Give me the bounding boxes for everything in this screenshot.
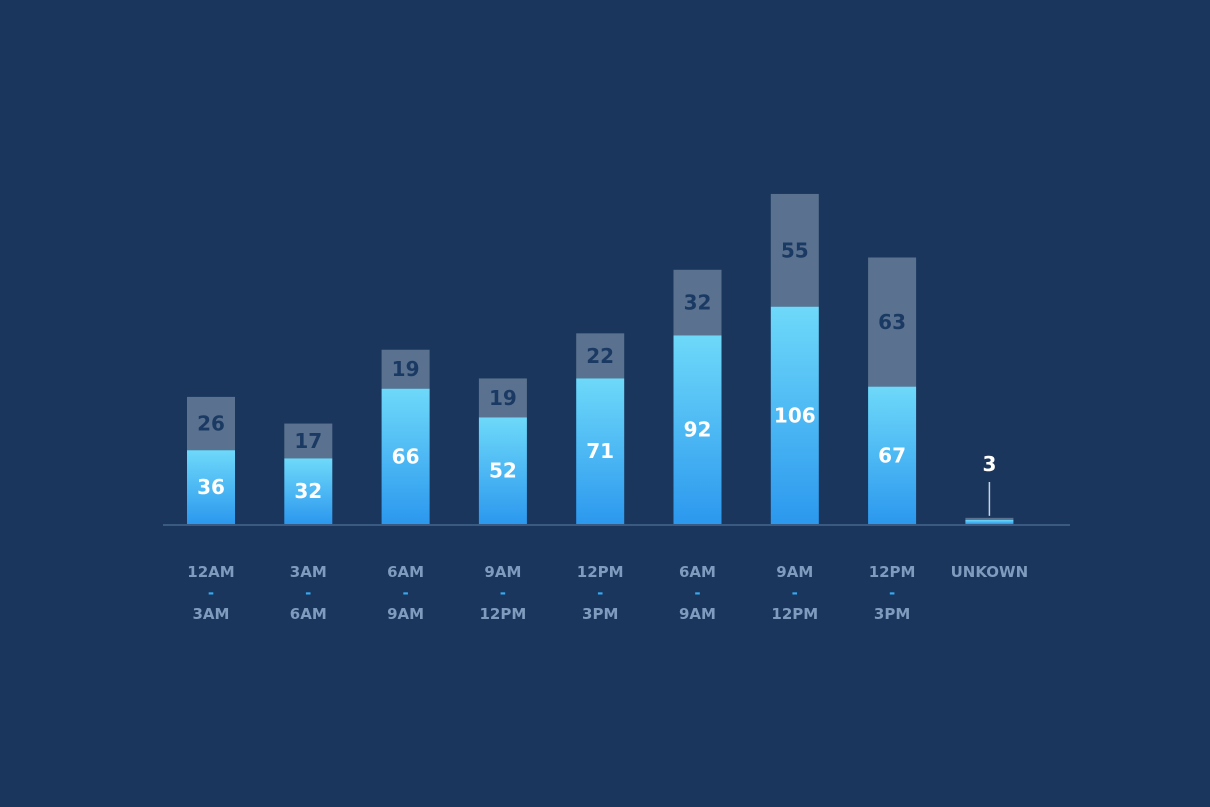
bar-value-label-bottom: 106: [774, 403, 816, 427]
bar-value-label-top: 19: [489, 386, 517, 410]
bar-value-label-top: 22: [586, 344, 614, 368]
bar-segment-top: [381, 349, 430, 389]
x-tick-label: 9AM: [387, 605, 424, 623]
bar-segment-bottom: [381, 388, 430, 524]
x-tick-label: UNKOWN: [951, 563, 1029, 581]
bar-value-label-bottom: 67: [878, 443, 906, 467]
x-tick-label: 6AM: [679, 563, 716, 581]
bar-segment-bottom: [673, 335, 722, 524]
bar-value-label-bottom: 36: [197, 475, 225, 499]
bar-value-label-top: 63: [878, 310, 906, 334]
x-tick-label: 12PM: [869, 563, 916, 581]
x-tick-label: 3AM: [193, 605, 230, 623]
bar-value-label-top: 26: [197, 412, 225, 436]
x-tick-separator: -: [694, 584, 700, 602]
bar-value-label-top: 55: [781, 238, 809, 262]
x-tick-label: 3PM: [582, 605, 618, 623]
bar-value-label-bottom: 71: [586, 439, 614, 463]
bar-segment-top: [770, 193, 819, 307]
bar-segment-bottom: [478, 417, 527, 524]
x-tick-separator: -: [305, 584, 311, 602]
bar-segment-top: [576, 333, 625, 379]
x-tick-label: 12PM: [480, 605, 527, 623]
bar-segment-bottom: [868, 386, 917, 524]
x-tick-separator: -: [792, 584, 798, 602]
bar-segment-bottom: [770, 306, 819, 524]
bar-value-label-top: 19: [392, 357, 420, 381]
bar-segment-bottom: [965, 519, 1014, 524]
bar-value-label-top: 17: [294, 429, 322, 453]
bar-segment-bottom: [576, 378, 625, 524]
x-tick-label: 9AM: [484, 563, 521, 581]
bar-segment-top: [673, 269, 722, 336]
x-tick-separator: -: [597, 584, 603, 602]
x-tick-separator: -: [402, 584, 408, 602]
bar-segment-bottom: [284, 458, 333, 524]
x-tick-label: 9AM: [679, 605, 716, 623]
x-tick-separator: -: [208, 584, 214, 602]
bar-value-label-bottom: 52: [489, 459, 517, 483]
x-tick-label: 12PM: [577, 563, 624, 581]
bar-total-label: 3: [982, 452, 996, 476]
x-tick-label: 9AM: [776, 563, 813, 581]
x-tick-label: 3AM: [290, 563, 327, 581]
bar-value-label-bottom: 92: [684, 418, 712, 442]
x-tick-label: 6AM: [290, 605, 327, 623]
bar-segment-top: [868, 257, 917, 387]
bar-value-label-bottom: 66: [392, 444, 420, 468]
x-tick-label: 6AM: [387, 563, 424, 581]
x-tick-label: 12PM: [771, 605, 818, 623]
bar-value-label-top: 32: [684, 291, 712, 315]
x-axis-ticks: 12AM - 3AM 3AM - 6AM 6AM - 9AM 9AM - 12PM 12PM - 3PM 6A…: [187, 563, 1028, 623]
x-tick-label: 3PM: [874, 605, 910, 623]
bar-segment-top: [478, 378, 527, 418]
x-tick-separator: -: [500, 584, 506, 602]
bar-segment-top: [187, 396, 235, 451]
bar-segment-bottom: [187, 450, 235, 524]
bars-group: 26 36 17 32 19 66 19 52 22 71 32 92 55 106 63 67 3: [187, 193, 1014, 524]
bar-value-label-bottom: 32: [294, 479, 322, 503]
x-tick-separator: -: [889, 584, 895, 602]
x-tick-label: 12AM: [187, 563, 234, 581]
bar-segment-top: [965, 517, 1014, 520]
bar-segment-top: [284, 423, 333, 459]
